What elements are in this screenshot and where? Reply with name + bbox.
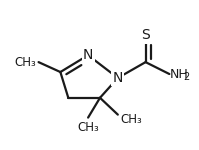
Text: N: N (113, 71, 123, 85)
Text: S: S (141, 28, 150, 42)
Text: CH₃: CH₃ (121, 113, 142, 126)
Text: CH₃: CH₃ (77, 121, 99, 134)
Text: NH: NH (169, 68, 188, 81)
Text: N: N (83, 48, 93, 62)
Text: CH₃: CH₃ (15, 56, 37, 69)
Text: 2: 2 (183, 72, 189, 82)
